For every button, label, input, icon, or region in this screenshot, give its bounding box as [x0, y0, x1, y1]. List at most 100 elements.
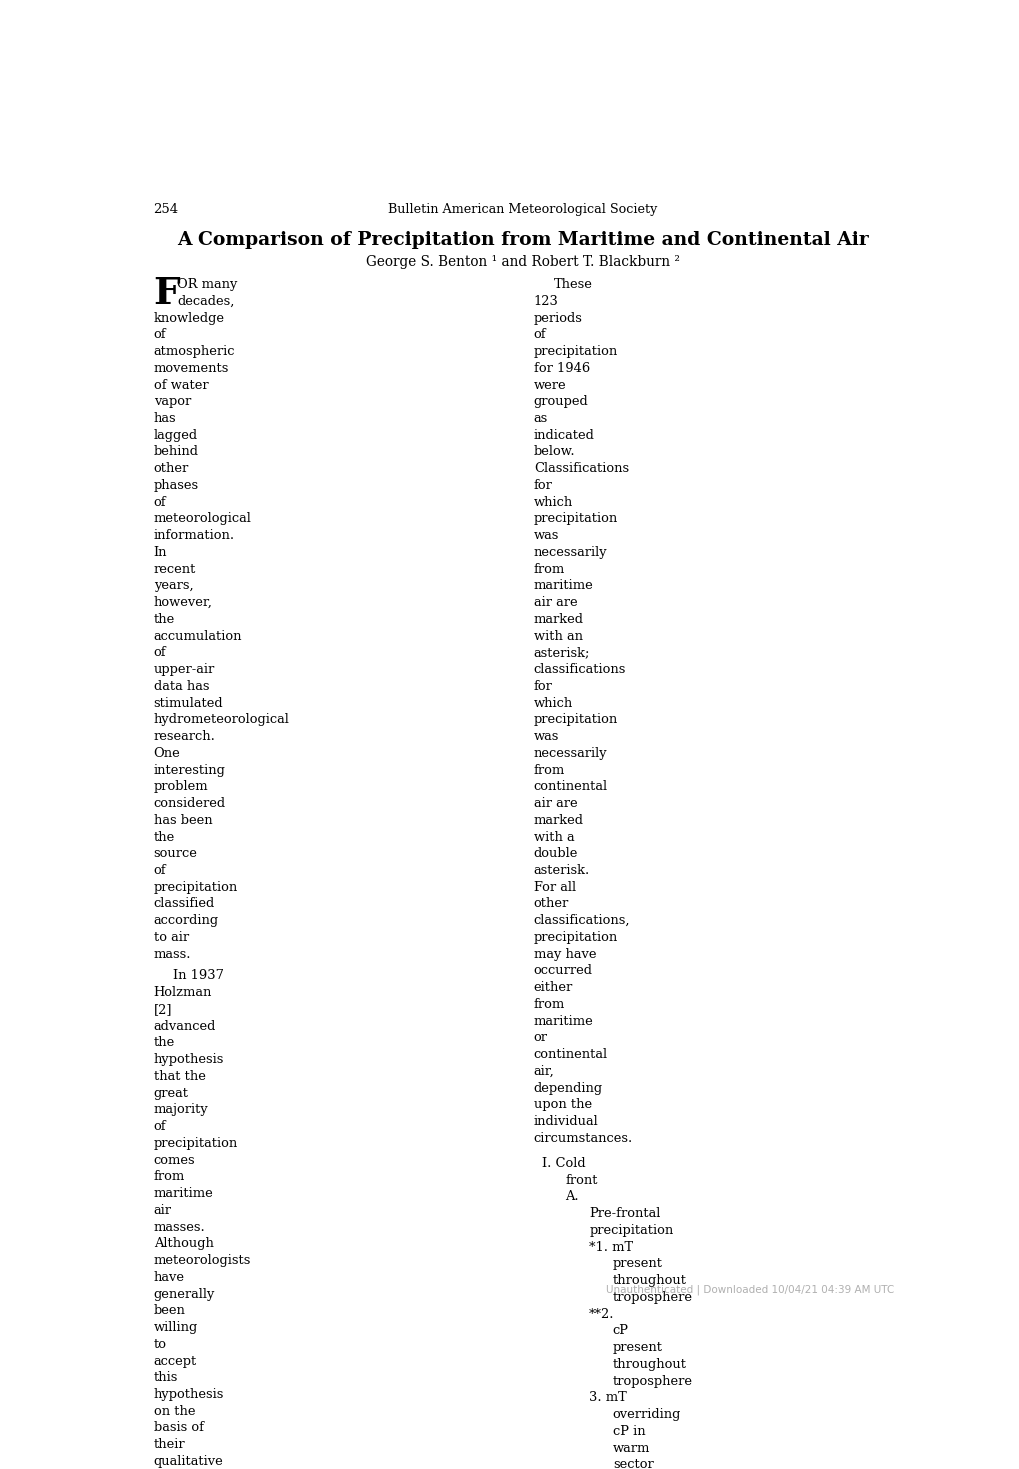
Text: may have: may have	[533, 948, 596, 961]
Text: generally: generally	[154, 1287, 215, 1300]
Text: air are: air are	[533, 596, 577, 610]
Text: precipitation: precipitation	[533, 714, 618, 726]
Text: These: These	[553, 278, 592, 291]
Text: necessarily: necessarily	[533, 546, 607, 558]
Text: Although: Although	[154, 1237, 213, 1250]
Text: of: of	[154, 495, 166, 508]
Text: precipitation: precipitation	[154, 881, 237, 893]
Text: according: according	[154, 914, 218, 927]
Text: asterisk.: asterisk.	[533, 864, 589, 877]
Text: vapor: vapor	[154, 395, 191, 408]
Text: on the: on the	[154, 1404, 195, 1418]
Text: [2]: [2]	[154, 1003, 172, 1017]
Text: advanced: advanced	[154, 1019, 216, 1033]
Text: of: of	[533, 328, 546, 341]
Text: considered: considered	[154, 798, 225, 809]
Text: air,: air,	[533, 1065, 554, 1078]
Text: basis of: basis of	[154, 1422, 204, 1434]
Text: meteorological: meteorological	[154, 513, 252, 526]
Text: indicated: indicated	[533, 429, 594, 442]
Text: F: F	[154, 275, 180, 311]
Text: which: which	[533, 696, 573, 710]
Text: this: this	[154, 1371, 177, 1384]
Text: Classifications: Classifications	[533, 463, 629, 476]
Text: from: from	[154, 1171, 184, 1184]
Text: interesting: interesting	[154, 764, 225, 777]
Text: OR many: OR many	[177, 278, 237, 291]
Text: recent: recent	[154, 563, 196, 576]
Text: has been: has been	[154, 814, 212, 827]
Text: of: of	[154, 646, 166, 660]
Text: **2.: **2.	[589, 1307, 614, 1321]
Text: their: their	[154, 1438, 185, 1451]
Text: individual: individual	[533, 1115, 598, 1128]
Text: with an: with an	[533, 630, 582, 642]
Text: Pre-frontal: Pre-frontal	[589, 1208, 660, 1221]
Text: or: or	[533, 1031, 547, 1044]
Text: other: other	[533, 898, 569, 911]
Text: with a: with a	[533, 830, 574, 843]
Text: I. Cold: I. Cold	[541, 1158, 585, 1169]
Text: to: to	[154, 1338, 166, 1351]
Text: meteorologists: meteorologists	[154, 1255, 251, 1268]
Text: for: for	[533, 680, 552, 693]
Text: asterisk;: asterisk;	[533, 646, 590, 660]
Text: upper-air: upper-air	[154, 663, 215, 676]
Text: George S. Benton ¹ and Robert T. Blackburn ²: George S. Benton ¹ and Robert T. Blackbu…	[366, 256, 679, 269]
Text: willing: willing	[154, 1321, 198, 1334]
Text: from: from	[533, 563, 565, 576]
Text: continental: continental	[533, 780, 607, 793]
Text: depending: depending	[533, 1081, 602, 1094]
Text: precipitation: precipitation	[589, 1224, 673, 1237]
Text: decades,: decades,	[177, 295, 234, 308]
Text: information.: information.	[154, 529, 234, 542]
Text: years,: years,	[154, 579, 193, 592]
Text: of water: of water	[154, 379, 208, 392]
Text: *1. mT: *1. mT	[589, 1241, 633, 1253]
Text: masses.: masses.	[154, 1221, 205, 1234]
Text: present: present	[612, 1257, 662, 1271]
Text: sector: sector	[612, 1459, 653, 1469]
Text: occurred: occurred	[533, 965, 592, 977]
Text: air: air	[154, 1203, 171, 1216]
Text: was: was	[533, 730, 558, 743]
Text: overriding: overriding	[612, 1409, 681, 1421]
Text: Bulletin American Meteorological Society: Bulletin American Meteorological Society	[387, 203, 657, 216]
Text: movements: movements	[154, 361, 228, 375]
Text: precipitation: precipitation	[154, 1137, 237, 1150]
Text: throughout: throughout	[612, 1274, 686, 1287]
Text: In 1937: In 1937	[173, 970, 224, 983]
Text: Unauthenticated | Downloaded 10/04/21 04:39 AM UTC: Unauthenticated | Downloaded 10/04/21 04…	[605, 1285, 894, 1296]
Text: qualitative: qualitative	[154, 1454, 223, 1468]
Text: warm: warm	[612, 1441, 649, 1454]
Text: continental: continental	[533, 1049, 607, 1061]
Text: from: from	[533, 997, 565, 1011]
Text: lagged: lagged	[154, 429, 198, 442]
Text: precipitation: precipitation	[533, 513, 618, 526]
Text: For all: For all	[533, 881, 576, 893]
Text: necessarily: necessarily	[533, 746, 607, 759]
Text: periods: periods	[533, 311, 582, 325]
Text: problem: problem	[154, 780, 208, 793]
Text: air are: air are	[533, 798, 577, 809]
Text: research.: research.	[154, 730, 215, 743]
Text: A Comparison of Precipitation from Maritime and Continental Air: A Comparison of Precipitation from Marit…	[176, 231, 868, 248]
Text: mass.: mass.	[154, 948, 191, 961]
Text: upon the: upon the	[533, 1099, 591, 1112]
Text: phases: phases	[154, 479, 199, 492]
Text: the: the	[154, 1037, 174, 1049]
Text: for 1946: for 1946	[533, 361, 589, 375]
Text: of: of	[154, 1121, 166, 1133]
Text: precipitation: precipitation	[533, 931, 618, 945]
Text: source: source	[154, 848, 198, 861]
Text: precipitation: precipitation	[533, 345, 618, 358]
Text: One: One	[154, 746, 180, 759]
Text: as: as	[533, 411, 547, 425]
Text: hypothesis: hypothesis	[154, 1053, 224, 1066]
Text: from: from	[533, 764, 565, 777]
Text: great: great	[154, 1087, 189, 1100]
Text: the: the	[154, 830, 174, 843]
Text: throughout: throughout	[612, 1357, 686, 1371]
Text: have: have	[154, 1271, 184, 1284]
Text: knowledge: knowledge	[154, 311, 224, 325]
